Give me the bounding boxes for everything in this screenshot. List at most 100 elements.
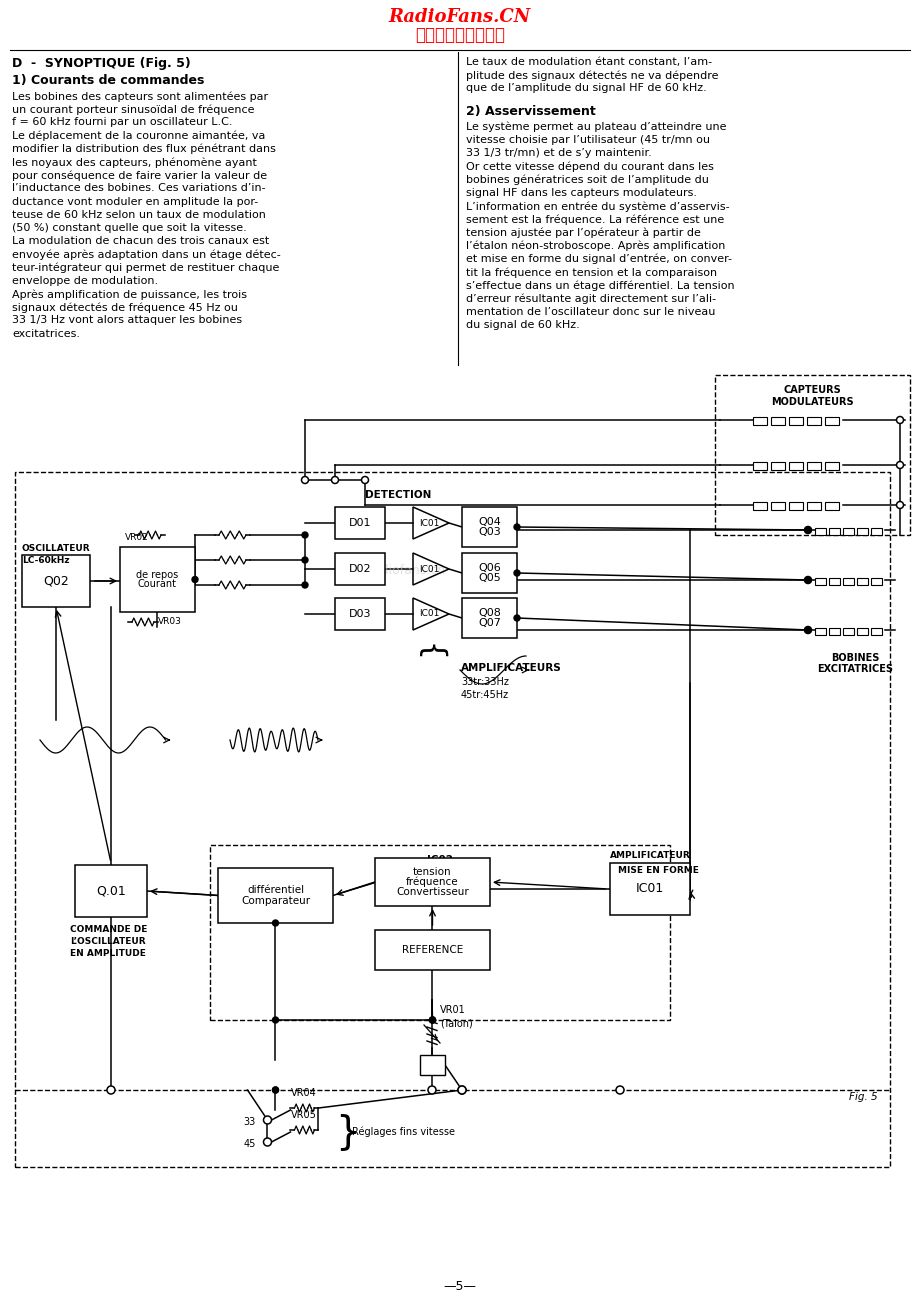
Text: D02: D02 (348, 564, 371, 574)
Circle shape (514, 523, 519, 530)
Text: IC01: IC01 (418, 565, 438, 573)
Circle shape (514, 570, 519, 575)
Text: AMPLIFICATEUR: AMPLIFICATEUR (609, 852, 690, 861)
Text: tension ajustée par l’opérateur à partir de: tension ajustée par l’opérateur à partir… (466, 228, 700, 238)
Bar (828, 578, 839, 585)
Text: f = 60 kHz fourni par un oscillateur L.C.: f = 60 kHz fourni par un oscillateur L.C… (12, 117, 233, 128)
Bar (770, 462, 784, 470)
Bar (842, 578, 853, 585)
Text: tension: tension (413, 867, 451, 876)
Circle shape (301, 582, 308, 589)
Text: excitatrices.: excitatrices. (12, 328, 80, 339)
Text: 45tr:45Hz: 45tr:45Hz (460, 690, 508, 700)
Text: Les bobines des capteurs sont alimentées par: Les bobines des capteurs sont alimentées… (12, 91, 267, 102)
Text: Comparateur: Comparateur (241, 896, 310, 906)
Circle shape (514, 615, 519, 621)
Text: D01: D01 (348, 518, 371, 529)
Text: 33: 33 (243, 1117, 255, 1128)
Text: }: } (335, 1113, 360, 1151)
Bar (461, 598, 516, 638)
Circle shape (458, 1086, 466, 1094)
Text: IC01: IC01 (418, 609, 438, 618)
Text: 2) Asservissement: 2) Asservissement (466, 105, 596, 118)
Circle shape (272, 921, 278, 926)
Text: Q03: Q03 (478, 527, 500, 538)
Text: Le déplacement de la couronne aimantée, va: Le déplacement de la couronne aimantée, … (12, 130, 265, 141)
Text: enveloppe de modulation.: enveloppe de modulation. (12, 276, 158, 286)
Text: Q.01: Q.01 (96, 884, 126, 897)
Bar (420, 1055, 445, 1075)
Circle shape (895, 417, 902, 423)
Circle shape (458, 1086, 466, 1094)
Bar (15, 473, 889, 1167)
Bar (789, 417, 802, 424)
Text: (50 %) constant quelle que soit la vitesse.: (50 %) constant quelle que soit la vites… (12, 223, 246, 233)
Bar (461, 506, 516, 547)
Text: de repos: de repos (136, 570, 178, 579)
Text: mentation de l’oscillateur donc sur le niveau: mentation de l’oscillateur donc sur le n… (466, 307, 715, 316)
Circle shape (803, 626, 811, 634)
Text: MODULATEURS: MODULATEURS (770, 397, 853, 408)
Bar (75, 865, 147, 917)
Bar (752, 503, 766, 510)
Bar (789, 503, 802, 510)
Text: 33 1/3 Hz vont alors attaquer les bobines: 33 1/3 Hz vont alors attaquer les bobine… (12, 315, 242, 326)
Bar (375, 858, 490, 906)
Bar (22, 555, 90, 607)
Text: IC01: IC01 (635, 883, 664, 896)
Circle shape (301, 557, 308, 562)
Bar (814, 529, 825, 535)
Bar (752, 462, 766, 470)
Text: 33 1/3 tr/mn) et de s’y maintenir.: 33 1/3 tr/mn) et de s’y maintenir. (466, 148, 651, 159)
Text: AMPLIFICATEURS: AMPLIFICATEURS (460, 663, 562, 673)
Bar (824, 462, 838, 470)
Bar (870, 578, 881, 585)
Text: vitesse choisie par l’utilisateur (45 tr/mn ou: vitesse choisie par l’utilisateur (45 tr… (466, 135, 709, 146)
Bar (609, 863, 689, 915)
Text: }: } (416, 637, 445, 656)
Text: modifier la distribution des flux pénétrant dans: modifier la distribution des flux pénétr… (12, 143, 276, 155)
Bar (828, 628, 839, 635)
Text: Le taux de modulation étant constant, l’am-: Le taux de modulation étant constant, l’… (466, 57, 711, 66)
Text: Q06: Q06 (478, 562, 500, 573)
Text: LC-60kHz: LC-60kHz (22, 556, 70, 565)
Text: IC02: IC02 (426, 855, 452, 865)
Bar (870, 529, 881, 535)
Circle shape (429, 1017, 435, 1023)
Bar (806, 462, 820, 470)
Bar (857, 628, 867, 635)
Text: signaux détectés de fréquence 45 Hz ou: signaux détectés de fréquence 45 Hz ou (12, 302, 238, 312)
Text: 33tr:33Hz: 33tr:33Hz (460, 677, 508, 687)
Bar (752, 417, 766, 424)
Text: VR04: VR04 (290, 1088, 316, 1098)
Text: sement est la fréquence. La référence est une: sement est la fréquence. La référence es… (466, 215, 723, 225)
Bar (814, 578, 825, 585)
Circle shape (427, 1086, 436, 1094)
Text: Q02: Q02 (43, 574, 69, 587)
Circle shape (263, 1116, 271, 1124)
Text: REFERENCE: REFERENCE (402, 945, 462, 954)
Text: VR02: VR02 (125, 533, 149, 542)
Text: Réglages fins vitesse: Réglages fins vitesse (352, 1126, 455, 1137)
Circle shape (301, 533, 308, 538)
Circle shape (616, 1086, 623, 1094)
Text: les noyaux des capteurs, phénomène ayant: les noyaux des capteurs, phénomène ayant (12, 158, 256, 168)
Text: 收音机爱好者资料库: 收音机爱好者资料库 (414, 26, 505, 44)
Text: Q07: Q07 (478, 618, 500, 629)
Text: EXCITATRICES: EXCITATRICES (816, 664, 892, 674)
Circle shape (272, 1017, 278, 1023)
Text: VR05: VR05 (290, 1111, 316, 1120)
Bar (857, 578, 867, 585)
Text: Courant: Courant (138, 579, 176, 590)
Text: CAPTEURS: CAPTEURS (783, 385, 841, 395)
Circle shape (804, 527, 811, 533)
Bar (814, 628, 825, 635)
Text: OSCILLATEUR: OSCILLATEUR (22, 544, 91, 553)
Bar (828, 529, 839, 535)
Text: Le système permet au plateau d’atteindre une: Le système permet au plateau d’atteindre… (466, 122, 726, 133)
Text: Q08: Q08 (478, 608, 500, 617)
Circle shape (263, 1138, 271, 1146)
Circle shape (331, 477, 338, 483)
Bar (375, 930, 490, 970)
Bar (335, 598, 384, 630)
